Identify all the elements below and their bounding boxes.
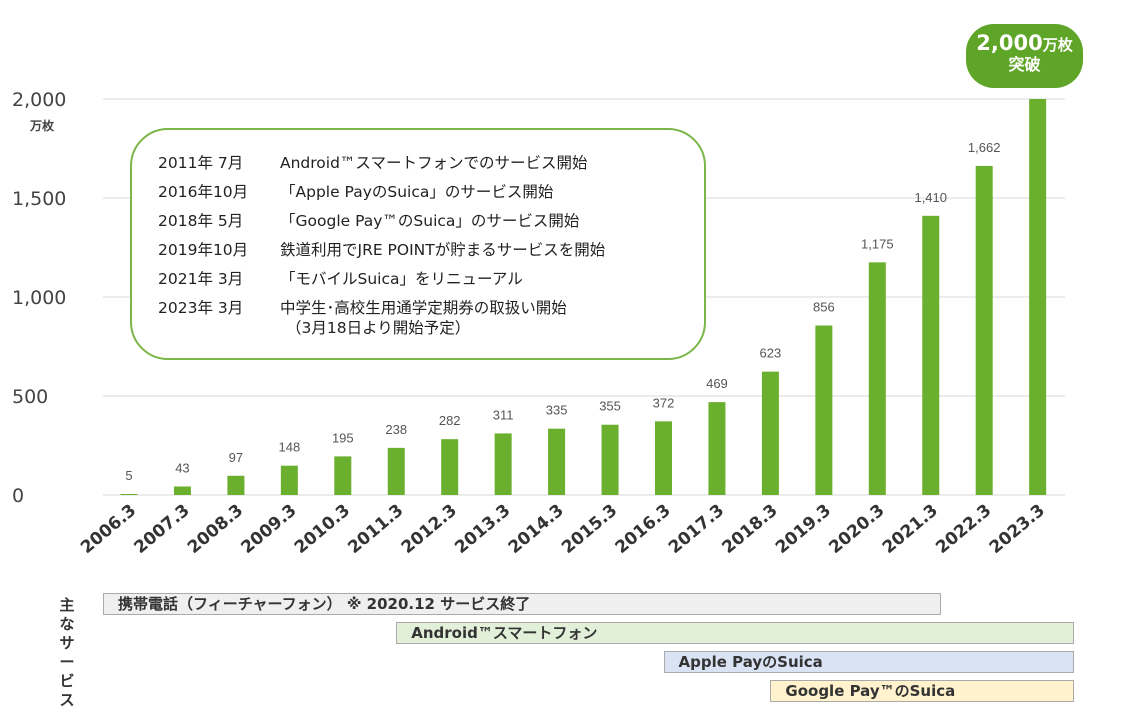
milestone-date: 2023年 3月 <box>158 299 244 317</box>
x-tick-label: 2009.3 <box>237 501 300 558</box>
y-tick-label: 2,000 <box>12 89 66 111</box>
bar-2020.3 <box>868 262 886 495</box>
x-tick-label: 2012.3 <box>398 501 461 558</box>
x-tick-label: 2008.3 <box>184 501 247 558</box>
callout-unit: 万枚 <box>1042 36 1073 54</box>
data-label: 5 <box>125 468 132 483</box>
data-label: 623 <box>760 346 782 361</box>
y-tick-label: 1,500 <box>12 188 66 210</box>
bar-2014.3 <box>548 428 566 495</box>
data-label: 148 <box>278 440 300 455</box>
bar-2022.3 <box>975 165 993 495</box>
milestone-date: 2021年 3月 <box>158 270 244 288</box>
bar-2023.3 <box>1029 99 1047 495</box>
bar-2012.3 <box>441 439 459 495</box>
milestones-box: 2011年 7月 Android™スマートフォンでのサービス開始 2016年10月「… <box>130 128 706 360</box>
bar-2011.3 <box>387 447 405 495</box>
milestone-text: 「Google Pay™のSuica」のサービス開始 <box>280 212 580 230</box>
milestone-date: 2016年10月 <box>158 183 249 201</box>
data-labels: 5 43 97 148 195 238 282 311 335 355 372 469 623 856 1,… <box>125 140 1000 483</box>
milestone-date: 2018年 5月 <box>158 212 244 230</box>
milestone-row: 2016年10月 「Apple PayのSuica」のサービス開始 <box>158 178 704 207</box>
service-bar: 携帯電話（フィーチャーフォン） ※ 2020.12 サービス終了 <box>103 593 941 615</box>
x-tick-label: 2015.3 <box>558 501 621 558</box>
bar-2010.3 <box>334 456 352 495</box>
milestone-row: 2019年10月 鉄道利用でJRE POINTが貯まるサービスを開始 <box>158 236 704 265</box>
callout-text: 突破 <box>1008 55 1041 74</box>
callout-badge: 2,000万枚 突破 <box>966 24 1083 88</box>
x-tick-label: 2016.3 <box>612 501 675 558</box>
x-tick-label: 2023.3 <box>986 501 1049 558</box>
bar-2018.3 <box>761 371 779 495</box>
data-label: 311 <box>493 407 514 422</box>
bar-2015.3 <box>601 424 619 495</box>
x-tick-label: 2020.3 <box>825 501 888 558</box>
data-label: 97 <box>229 450 243 465</box>
data-label: 355 <box>599 399 621 414</box>
data-label: 1,662 <box>968 140 1001 155</box>
data-label: 1,175 <box>861 236 894 251</box>
bar-2013.3 <box>494 433 512 495</box>
bar-2021.3 <box>922 215 940 495</box>
y-tick-label: 1,000 <box>12 287 66 309</box>
callout-value: 2,000 <box>976 31 1043 55</box>
service-bar: Android™スマートフォン <box>396 622 1075 644</box>
bar-2016.3 <box>655 421 672 495</box>
service-bar: Google Pay™のSuica <box>770 680 1075 702</box>
x-tick-label: 2014.3 <box>505 501 568 558</box>
x-tick-label: 2022.3 <box>932 501 995 558</box>
x-tick-label: 2021.3 <box>879 501 942 558</box>
x-tick-label: 2006.3 <box>77 501 140 558</box>
data-label: 43 <box>175 460 189 475</box>
bar-2006.3 <box>120 494 138 495</box>
milestone-text: 「Apple PayのSuica」のサービス開始 <box>280 183 554 201</box>
data-label: 335 <box>546 403 568 418</box>
milestone-text: 鉄道利用でJRE POINTが貯まるサービスを開始 <box>280 241 606 259</box>
milestone-text: Android™スマートフォンでのサービス開始 <box>280 154 588 172</box>
x-axis: 2006.32007.32008.32009.32010.32011.32012… <box>77 501 1049 558</box>
bars <box>120 99 1047 495</box>
bar-2008.3 <box>227 475 245 495</box>
milestone-date: 2011年 7月 <box>158 154 244 172</box>
milestone-text: 中学生･高校生用通学定期券の取扱い開始 <box>280 299 567 317</box>
milestone-row: 2023年 3月 中学生･高校生用通学定期券の取扱い開始 <box>158 294 704 323</box>
x-tick-label: 2010.3 <box>291 501 354 558</box>
milestone-row: 2018年 5月 「Google Pay™のSuica」のサービス開始 <box>158 207 704 236</box>
data-label: 1,410 <box>914 190 947 205</box>
x-tick-label: 2018.3 <box>718 501 781 558</box>
milestone-row: 2021年 3月 「モバイルSuica」をリニューアル <box>158 265 704 294</box>
bar-2009.3 <box>280 465 298 495</box>
data-label: 195 <box>332 430 354 445</box>
data-label: 282 <box>439 413 461 428</box>
x-tick-label: 2019.3 <box>772 501 835 558</box>
data-label: 238 <box>385 422 407 437</box>
y-tick-label: 500 <box>12 386 48 408</box>
milestone-note: （3月18日より開始予定） <box>286 319 471 337</box>
data-label: 856 <box>813 300 835 315</box>
data-label: 469 <box>706 376 728 391</box>
x-tick-label: 2013.3 <box>451 501 514 558</box>
milestone-text: 「モバイルSuica」をリニューアル <box>280 270 523 288</box>
x-tick-label: 2017.3 <box>665 501 728 558</box>
y-axis: 0 500 1,000 1,500 2,000 <box>12 89 66 507</box>
data-label: 372 <box>653 395 675 410</box>
bar-2007.3 <box>173 486 191 495</box>
milestone-row: 2011年 7月 Android™スマートフォンでのサービス開始 <box>158 149 704 178</box>
bar-2017.3 <box>708 402 726 495</box>
milestone-date: 2019年10月 <box>158 241 249 259</box>
service-bar: Apple PayのSuica <box>663 651 1075 673</box>
y-tick-label: 0 <box>12 485 24 507</box>
x-tick-label: 2011.3 <box>344 501 407 558</box>
bar-2019.3 <box>815 325 833 495</box>
y-axis-unit: 万枚 <box>29 118 55 133</box>
services-title: 主なサービス <box>59 596 75 709</box>
x-tick-label: 2007.3 <box>131 501 194 558</box>
